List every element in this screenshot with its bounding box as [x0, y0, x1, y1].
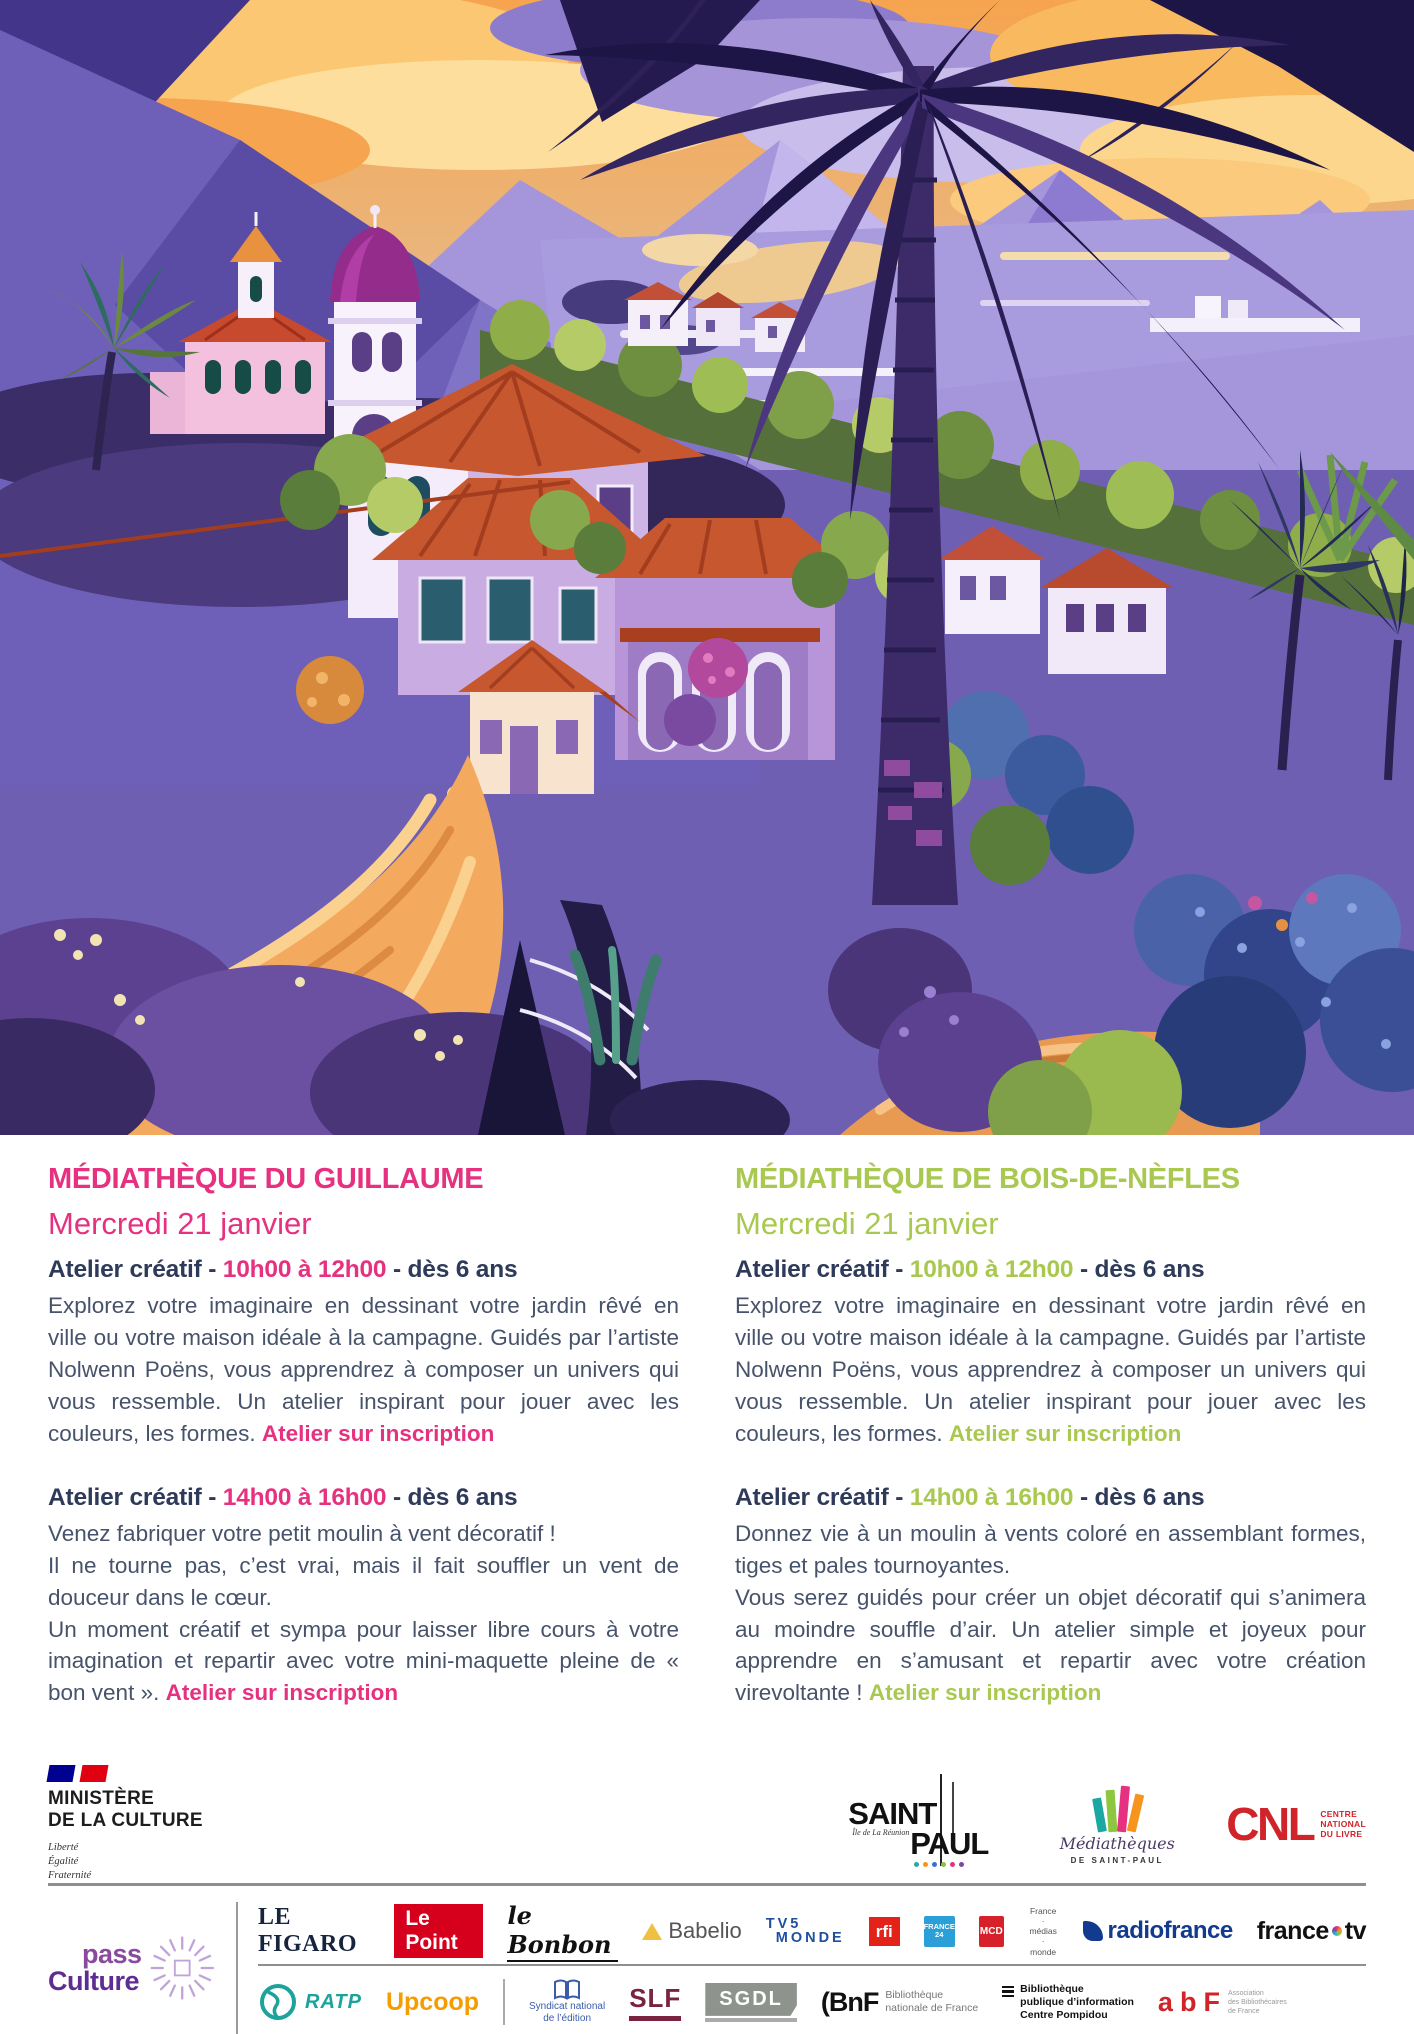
- event-description: Venez fabriquer votre petit moulin à ven…: [48, 1518, 679, 1710]
- bnf-logo: (BnF Bibliothèque nationale de France: [820, 1986, 979, 2017]
- le-figaro-logo: LE FIGARO: [258, 1904, 357, 1958]
- upcoop-logo: Upcoop: [385, 1987, 480, 2016]
- radio-france-icon: [1082, 1921, 1103, 1942]
- book-spines-icon: [1052, 1784, 1182, 1833]
- bpi-centre-pompidou-logo: Bibliothèque publique d’information Centre…: [1002, 1983, 1134, 2022]
- institutional-logos: MINISTÈRE DE LA CULTURE Liberté Égalité Fra…: [0, 1765, 1414, 1883]
- event-description: Donnez vie à un moulin à vents coloré en…: [735, 1518, 1366, 1710]
- guillaume-date: Mercredi 21 janvier: [48, 1206, 312, 1241]
- tv5-monde-logo: TV5 MONDE: [765, 1915, 845, 1947]
- bois-de-nefles-event-1: Atelier créatif - 10h00 à 12h00 - dès 6 …: [735, 1256, 1366, 1450]
- event-paragraph: Vous serez guidés pour créer un objet dé…: [735, 1584, 1366, 1706]
- lines-icon: [1002, 1985, 1015, 1998]
- event-heading: Atelier créatif - 14h00 à 16h00 - dès 6 …: [735, 1483, 1205, 1511]
- veranda-house: [595, 518, 860, 760]
- right-palms: [1230, 450, 1414, 781]
- guillaume-event-2: Atelier créatif - 14h00 à 16h00 - dès 6 …: [48, 1484, 679, 1710]
- tropical-village-scene: [0, 0, 1414, 1135]
- tiled-roof-house: [0, 478, 664, 695]
- event-paragraph: Un moment créatif et sympa pour laisser …: [48, 1616, 679, 1706]
- event-paragraph: Explorez votre imaginaire en dessinant v…: [735, 1293, 1366, 1446]
- vertical-divider: [236, 1902, 238, 2034]
- france-tv-logo: france tv: [1256, 1916, 1367, 1945]
- france-tv-dot-icon: [1331, 1926, 1342, 1937]
- color-dots-icon: [914, 1862, 965, 1868]
- event-time: 14h00 à 16h00: [909, 1483, 1074, 1511]
- cream-cottage: [458, 640, 640, 794]
- event-columns: MÉDIATHÈQUE DU GUILLAUME Mercredi 21 jan…: [0, 1135, 1414, 1743]
- mediatheque-bois-de-nefles-title: MÉDIATHÈQUE DE BOIS-DE-NÈFLES: [735, 1163, 1240, 1195]
- vertical-divider-small: [503, 1979, 506, 2026]
- green-ridge: [480, 300, 1414, 625]
- event-paragraph: Venez fabriquer votre petit moulin à ven…: [48, 1520, 556, 1546]
- media-partner-logos: pass Culture LE FIGARO Le Point: [0, 1901, 1414, 2034]
- france-24-logo: FRANCE 24: [924, 1915, 955, 1947]
- registration-cta: Atelier sur inscription: [165, 1680, 399, 1706]
- babelio-icon: [642, 1922, 663, 1940]
- bois-de-nefles-date: Mercredi 21 janvier: [735, 1206, 999, 1241]
- foreground-vegetation: [0, 874, 1414, 1135]
- event-heading: Atelier créatif - 10h00 à 12h00 - dès 6 …: [48, 1256, 518, 1283]
- french-flag-icon: [46, 1765, 203, 1783]
- le-point-logo: Le Point: [394, 1904, 484, 1959]
- hillside-houses: [938, 526, 1174, 674]
- partner-logos-right: SAINT Île de La Réunion PAUL Médiathèque…: [848, 1774, 1366, 1870]
- ratp-logo: RATP: [258, 1982, 362, 2022]
- starburst-icon: [150, 1936, 214, 2000]
- event-paragraph: Explorez votre imaginaire en dessinant v…: [48, 1293, 679, 1446]
- event-time: 10h00 à 12h00: [222, 1256, 387, 1283]
- mcd-logo: MCD: [978, 1915, 1004, 1947]
- ministere-culture-logo: MINISTÈRE DE LA CULTURE Liberté Égalité Fra…: [46, 1765, 203, 1883]
- press-logos-row: LE FIGARO Le Point le Bonbon Babelio TV5…: [258, 1901, 1367, 1962]
- slf-logo: SLF: [629, 1983, 682, 2022]
- left-palm: [48, 252, 200, 471]
- open-book-icon: [554, 1979, 581, 2001]
- partner-row-divider: [258, 1964, 1366, 1967]
- le-bonbon-logo: le Bonbon: [507, 1901, 619, 1962]
- mast-icon: [940, 1774, 943, 1867]
- column-bois-de-nefles: MÉDIATHÈQUE DE BOIS-DE-NÈFLES Mercredi 2…: [735, 1163, 1366, 1743]
- hero-illustration: [0, 0, 1414, 1135]
- rfi-logo: rfi: [868, 1916, 900, 1946]
- ratp-icon: [260, 1984, 296, 2021]
- saint-paul-logo: SAINT Île de La Réunion PAUL: [848, 1774, 1008, 1870]
- pink-church: [150, 212, 332, 434]
- ministere-line2: DE LA CULTURE: [48, 1810, 203, 1832]
- syndicat-national-edition-logo: Syndicat national de l’édition: [529, 1979, 605, 2025]
- mediatheques-saint-paul-logo: Médiathèques DE SAINT-PAUL: [1052, 1784, 1182, 1865]
- column-guillaume: MÉDIATHÈQUE DU GUILLAUME Mercredi 21 jan…: [48, 1163, 679, 1743]
- bois-de-nefles-event-2: Atelier créatif - 14h00 à 16h00 - dès 6 …: [735, 1484, 1366, 1710]
- event-paragraph: Il ne tourne pas, c’est vrai, mais il fa…: [48, 1552, 679, 1610]
- republique-motto: Liberté Égalité Fraternité: [48, 1841, 92, 1882]
- event-heading: Atelier créatif - 10h00 à 12h00 - dès 6 …: [735, 1256, 1205, 1283]
- event-paragraph: Donnez vie à un moulin à vents coloré en…: [735, 1520, 1366, 1578]
- footer-divider: [48, 1883, 1366, 1887]
- cnl-logo: CNL CENTRE NATIONAL DU LIVRE: [1226, 1798, 1366, 1851]
- guillaume-event-1: Atelier créatif - 10h00 à 12h00 - dès 6 …: [48, 1256, 679, 1450]
- book-world-logos-row: RATP Upcoop Syndicat national de l’éditio…: [258, 1970, 1366, 2034]
- event-description: Explorez votre imaginaire en dessinant v…: [48, 1290, 679, 1450]
- event-time: 14h00 à 16h00: [222, 1483, 387, 1511]
- registration-cta: Atelier sur inscription: [261, 1420, 495, 1446]
- mediatheque-guillaume-title: MÉDIATHÈQUE DU GUILLAUME: [48, 1163, 484, 1195]
- ministere-line1: MINISTÈRE: [48, 1788, 155, 1810]
- event-description: Explorez votre imaginaire en dessinant v…: [735, 1290, 1366, 1450]
- pass-culture-logo: pass Culture: [48, 1902, 216, 2034]
- registration-cta: Atelier sur inscription: [868, 1680, 1102, 1706]
- babelio-logo: Babelio: [642, 1918, 742, 1944]
- registration-cta: Atelier sur inscription: [948, 1420, 1182, 1446]
- big-palm: [545, 0, 1414, 905]
- radio-france-logo: radiofrance: [1082, 1917, 1233, 1945]
- event-time: 10h00 à 12h00: [909, 1256, 1074, 1283]
- france-medias-monde-logo: France · médias · monde: [1029, 1905, 1057, 1957]
- event-heading: Atelier créatif - 14h00 à 16h00 - dès 6 …: [48, 1483, 518, 1511]
- sgdl-logo: SGDL: [705, 1982, 797, 2022]
